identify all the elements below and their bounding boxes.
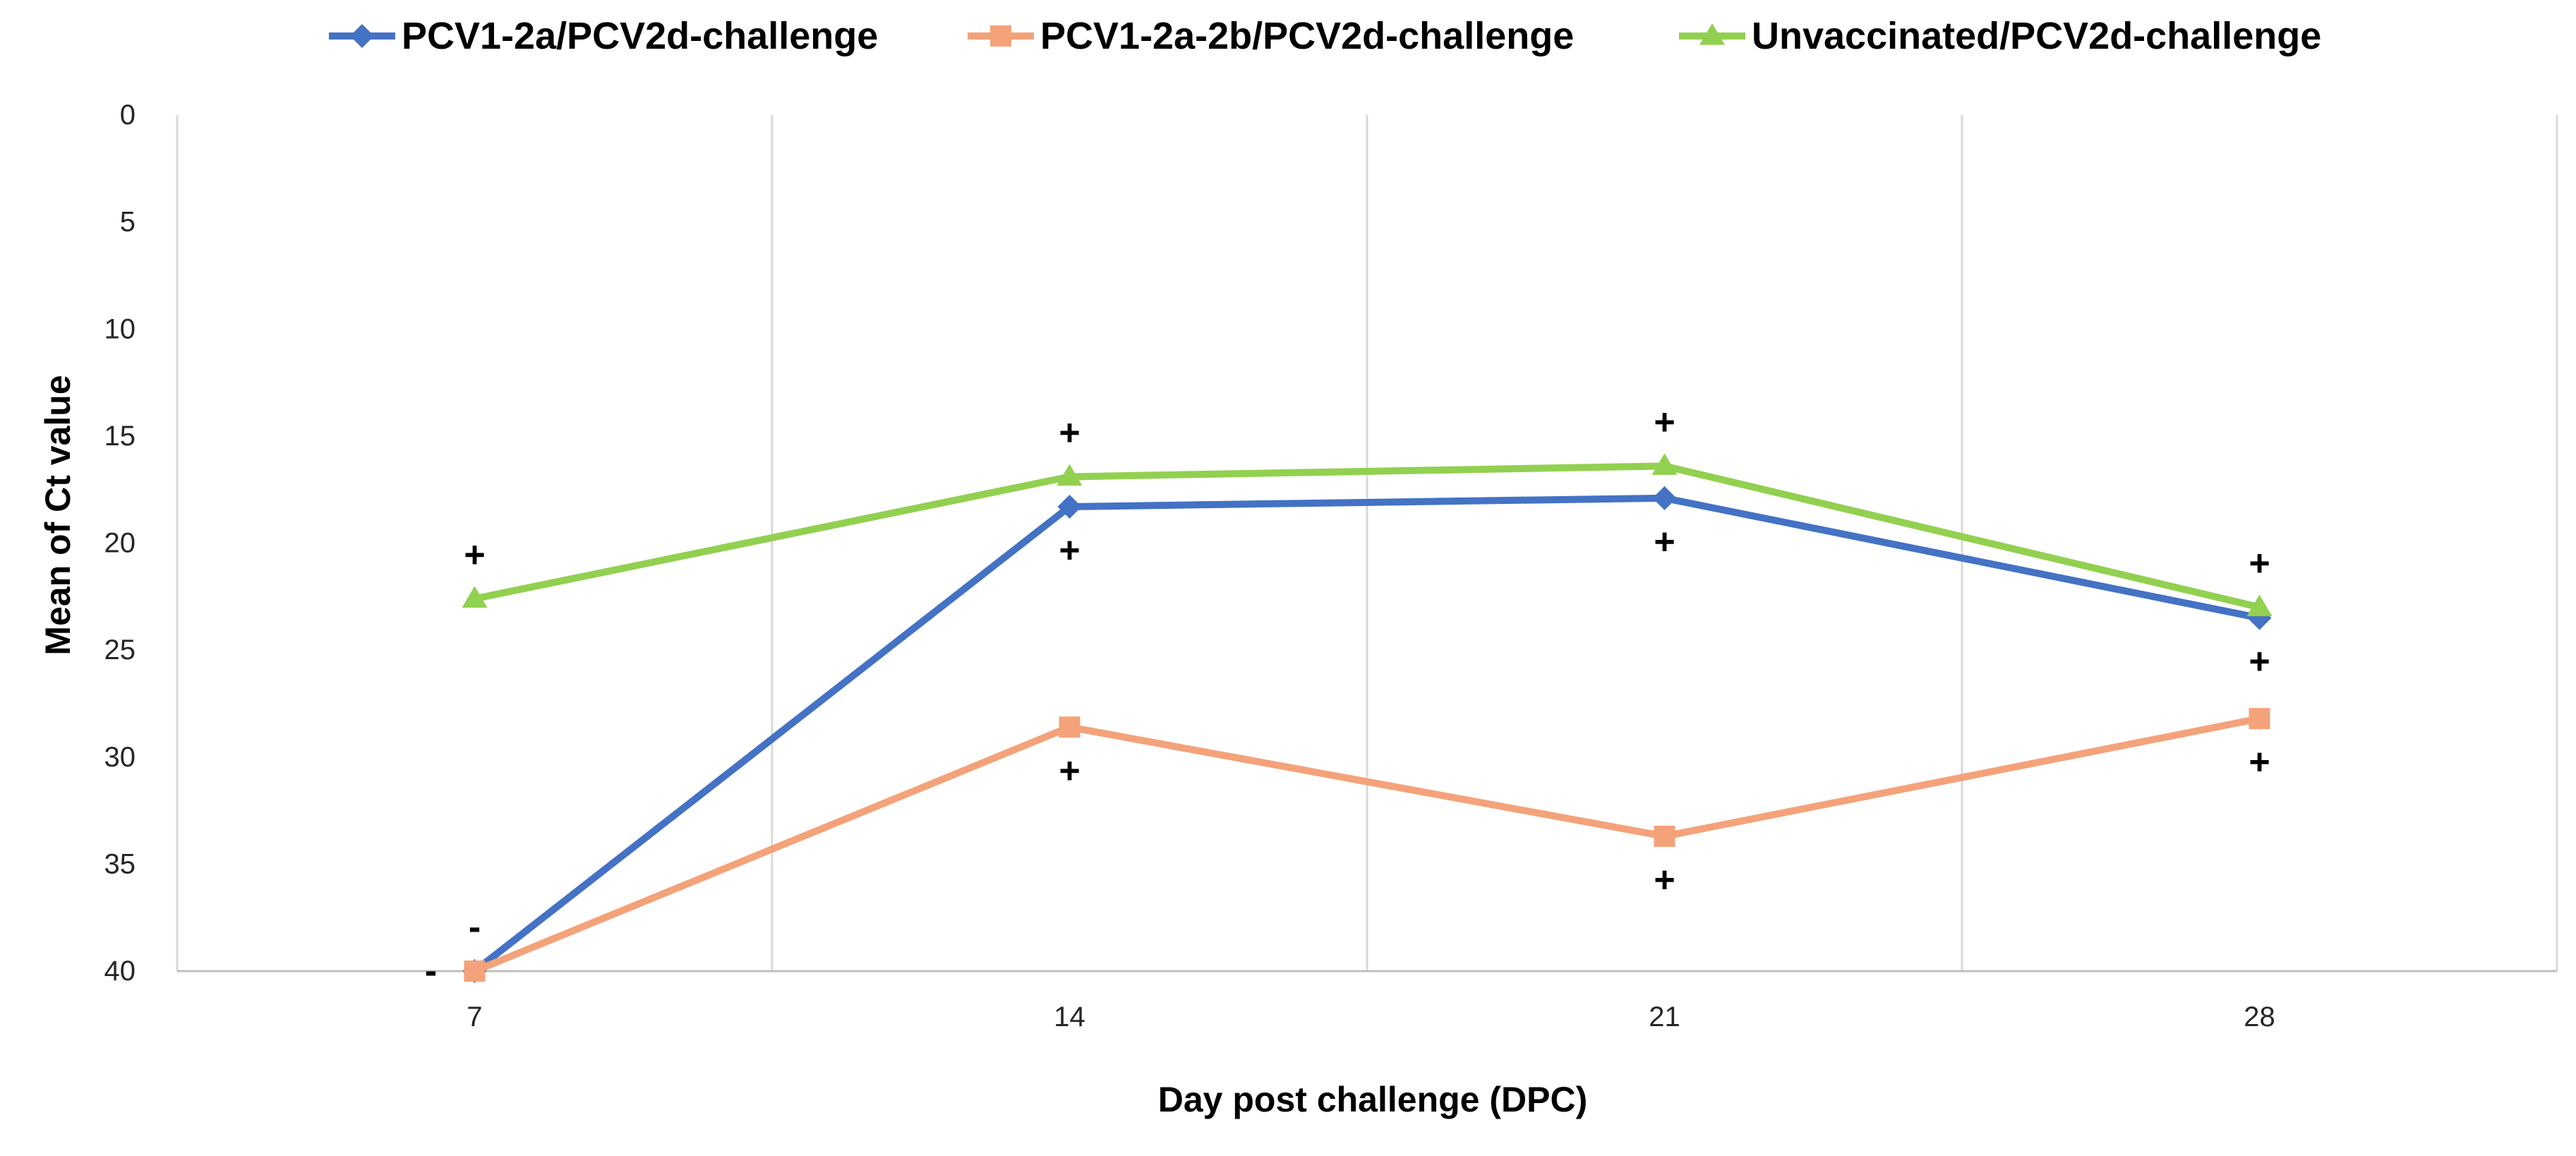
data-point-unvaccinated-pcv2d-challenge [462, 586, 488, 608]
y-tick-label: 25 [104, 634, 136, 666]
data-label: + [1654, 860, 1675, 901]
y-tick-label: 5 [120, 207, 136, 238]
data-label: + [1059, 530, 1080, 571]
series-layer [462, 453, 2273, 983]
data-point-pcv1-2a-2b-pcv2d-challenge [2249, 708, 2270, 730]
data-label: + [2249, 742, 2270, 783]
data-point-unvaccinated-pcv2d-challenge [2246, 594, 2273, 617]
data-label: - [425, 951, 437, 992]
series-unvaccinated-pcv2d-challenge [462, 453, 2273, 617]
series-pcv1-2a-2b-pcv2d-challenge [464, 708, 2270, 982]
data-label: + [2249, 642, 2270, 682]
legend: PCV1-2a/PCV2d-challenge PCV1-2a-2b/PCV2d-… [329, 15, 2321, 57]
y-tick-label: 35 [104, 848, 136, 879]
axes: 0 5 10 15 20 25 30 35 40 7 14 21 28 [104, 100, 2557, 1032]
data-label: + [464, 534, 485, 575]
x-tick-label: 7 [467, 1001, 482, 1032]
data-point-unvaccinated-pcv2d-challenge [1651, 453, 1678, 475]
series-line-unvaccinated-pcv2d-challenge [471, 462, 2263, 611]
y-tick-label: 40 [104, 956, 136, 987]
data-point-pcv1-2a-2b-pcv2d-challenge [464, 961, 486, 982]
data-point-pcv1-2a-2b-pcv2d-challenge [1654, 825, 1675, 847]
data-label: + [2249, 543, 2270, 584]
y-tick-label: 30 [104, 742, 136, 773]
data-point-pcv1-2a-2b-pcv2d-challenge [1059, 716, 1081, 738]
data-point-pcv1-2a-pcv2d-challenge [1652, 486, 1677, 510]
legend-label: Unvaccinated/PCV2d-challenge [1752, 15, 2321, 57]
legend-label: PCV1-2a/PCV2d-challenge [402, 15, 878, 57]
legend-item-pcv1-2a-2b-pcv2d-challenge: PCV1-2a-2b/PCV2d-challenge [968, 15, 1574, 57]
data-label: + [1059, 750, 1080, 791]
data-labels: - + + + - + + + + + + + [425, 402, 2270, 992]
y-axis-title: Mean of Ct value [38, 375, 78, 655]
y-tick-label: 15 [104, 421, 136, 452]
data-point-pcv1-2a-pcv2d-challenge [1057, 494, 1082, 519]
legend-item-unvaccinated-pcv2d-challenge: Unvaccinated/PCV2d-challenge [1679, 15, 2321, 57]
y-tick-label: 10 [104, 313, 136, 344]
data-label: - [469, 907, 481, 948]
series-line-pcv1-2a-2b-pcv2d-challenge [471, 715, 2263, 975]
data-point-unvaccinated-pcv2d-challenge [1057, 464, 1083, 486]
legend-item-pcv1-2a-pcv2d-challenge: PCV1-2a/PCV2d-challenge [329, 15, 878, 57]
legend-marker [350, 24, 374, 48]
data-label: + [1654, 402, 1675, 442]
data-label: + [1059, 412, 1080, 453]
x-tick-label: 14 [1054, 1001, 1085, 1032]
data-label: + [1654, 522, 1675, 562]
y-tick-label: 0 [120, 100, 136, 131]
x-tick-label: 28 [2244, 1001, 2275, 1032]
legend-marker [1699, 23, 1725, 45]
legend-label: PCV1-2a-2b/PCV2d-challenge [1040, 15, 1574, 57]
x-tick-label: 21 [1649, 1001, 1680, 1032]
y-tick-label: 20 [104, 528, 136, 559]
gridlines [176, 115, 2558, 971]
series-line-pcv1-2a-pcv2d-challenge [471, 494, 2263, 975]
x-axis-title: Day post challenge (DPC) [1158, 1080, 1587, 1119]
legend-marker [990, 25, 1011, 47]
